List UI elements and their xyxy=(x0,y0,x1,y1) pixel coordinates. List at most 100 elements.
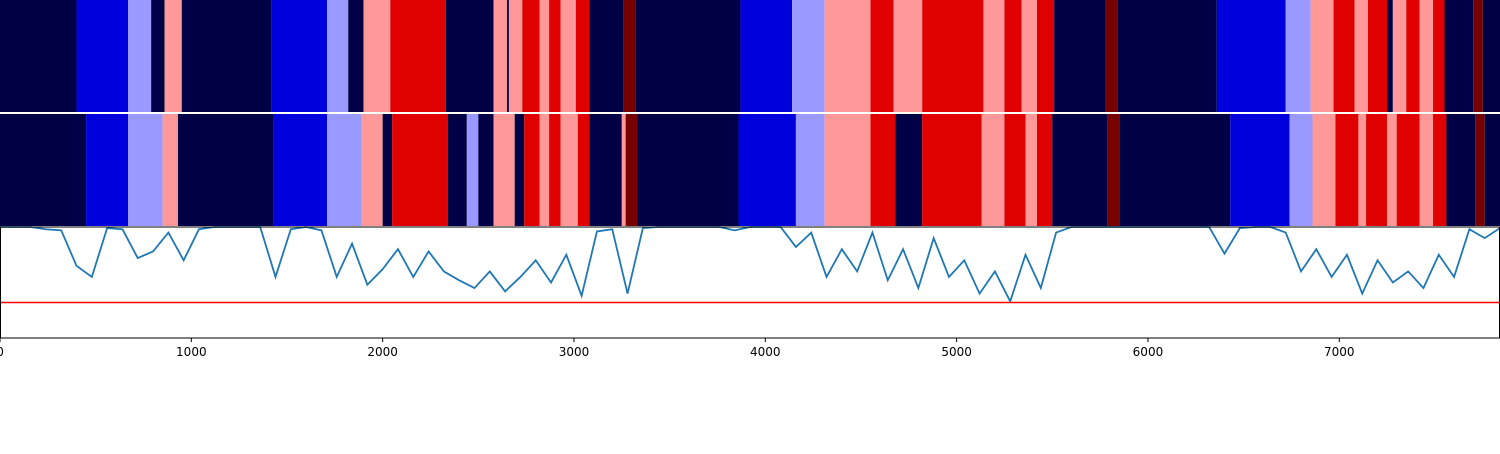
band-segment xyxy=(0,0,77,112)
band-segment xyxy=(738,114,796,226)
band-segment xyxy=(792,0,825,112)
band-segment xyxy=(1004,0,1022,112)
band-segment xyxy=(1312,114,1336,226)
band-segment xyxy=(1004,114,1026,226)
band-segment xyxy=(348,0,364,112)
band-segment xyxy=(271,0,328,112)
band-segment xyxy=(1406,0,1420,112)
band-segment xyxy=(181,0,272,112)
band-segment xyxy=(1358,114,1367,226)
band-segment xyxy=(1335,114,1359,226)
band-segment xyxy=(390,0,446,112)
band-segment xyxy=(560,114,578,226)
band-segment xyxy=(577,114,590,226)
band-segment xyxy=(1230,114,1290,226)
band-segment xyxy=(1387,114,1397,226)
band-segment xyxy=(740,0,793,112)
band-segment xyxy=(1482,0,1500,112)
band-segment xyxy=(1419,114,1434,226)
band-segment xyxy=(1473,0,1483,112)
band-segment xyxy=(824,0,871,112)
band-segment xyxy=(870,114,896,226)
band-segment xyxy=(1117,0,1217,112)
x-tick-label: 3000 xyxy=(559,345,590,359)
band-segment xyxy=(1354,0,1368,112)
band-segment xyxy=(893,0,923,112)
band-segment xyxy=(922,114,982,226)
band-segment xyxy=(522,0,540,112)
x-tick-label: 2000 xyxy=(367,345,398,359)
band-segment xyxy=(637,114,739,226)
plot-frame xyxy=(0,226,1500,339)
band-segment xyxy=(466,114,479,226)
band-segment xyxy=(151,0,165,112)
band-segment xyxy=(1366,114,1388,226)
band-segment xyxy=(1107,114,1120,226)
band-segment xyxy=(128,114,163,226)
band-segment xyxy=(392,114,448,226)
band-segment xyxy=(382,114,393,226)
band-segment xyxy=(508,0,523,112)
band-segment xyxy=(164,0,182,112)
band-segment xyxy=(1433,0,1445,112)
band-segment xyxy=(539,114,550,226)
band-segment xyxy=(1052,114,1108,226)
x-tick-label: 4000 xyxy=(750,345,781,359)
band-segment xyxy=(549,0,561,112)
band-segment xyxy=(1446,114,1476,226)
band-segment xyxy=(1105,0,1118,112)
x-tick-label: 0 xyxy=(0,345,4,359)
band-segment xyxy=(1392,0,1407,112)
band-segment xyxy=(447,114,467,226)
band-segment xyxy=(1484,114,1500,226)
band-segment xyxy=(507,0,509,112)
band-segment xyxy=(0,114,87,226)
band-segment xyxy=(478,114,494,226)
band-segment xyxy=(1475,114,1485,226)
band-segment xyxy=(895,114,923,226)
band-segment xyxy=(824,114,871,226)
band-segment xyxy=(623,0,636,112)
band-segment xyxy=(514,114,525,226)
band-segment xyxy=(177,114,274,226)
band-segment xyxy=(76,0,129,112)
band-segment xyxy=(922,0,984,112)
band-segment xyxy=(589,114,622,226)
band-segment xyxy=(1036,0,1055,112)
band-segment xyxy=(1289,114,1313,226)
band-segment xyxy=(621,114,626,226)
band-segment xyxy=(1419,0,1434,112)
band-segment xyxy=(162,114,178,226)
series-line xyxy=(0,226,1500,304)
band-segment xyxy=(539,0,550,112)
x-tick-label: 6000 xyxy=(1133,345,1164,359)
band-segment xyxy=(86,114,129,226)
band-segment xyxy=(1021,0,1037,112)
band-segment xyxy=(549,114,561,226)
band-segment xyxy=(1396,114,1420,226)
band-segment xyxy=(1054,0,1106,112)
band-segment xyxy=(1119,114,1231,226)
band-segment xyxy=(327,114,362,226)
band-segment xyxy=(1216,0,1286,112)
band-segment xyxy=(493,114,515,226)
band-segment xyxy=(1310,0,1334,112)
x-tick-label: 7000 xyxy=(1324,345,1355,359)
band-segment xyxy=(524,114,540,226)
band-segment xyxy=(1387,0,1393,112)
band-segment xyxy=(1285,0,1311,112)
band-segment xyxy=(445,0,494,112)
band-segment xyxy=(128,0,152,112)
band-segment xyxy=(795,114,825,226)
band-segment xyxy=(273,114,328,226)
band-segment xyxy=(983,0,1005,112)
x-tick-label: 5000 xyxy=(941,345,972,359)
band-segment xyxy=(1333,0,1355,112)
band-segment xyxy=(327,0,349,112)
band-segment xyxy=(1433,114,1447,226)
band-segment xyxy=(560,0,576,112)
band-segment xyxy=(363,0,391,112)
band-segment xyxy=(1025,114,1037,226)
band-segment xyxy=(1444,0,1474,112)
